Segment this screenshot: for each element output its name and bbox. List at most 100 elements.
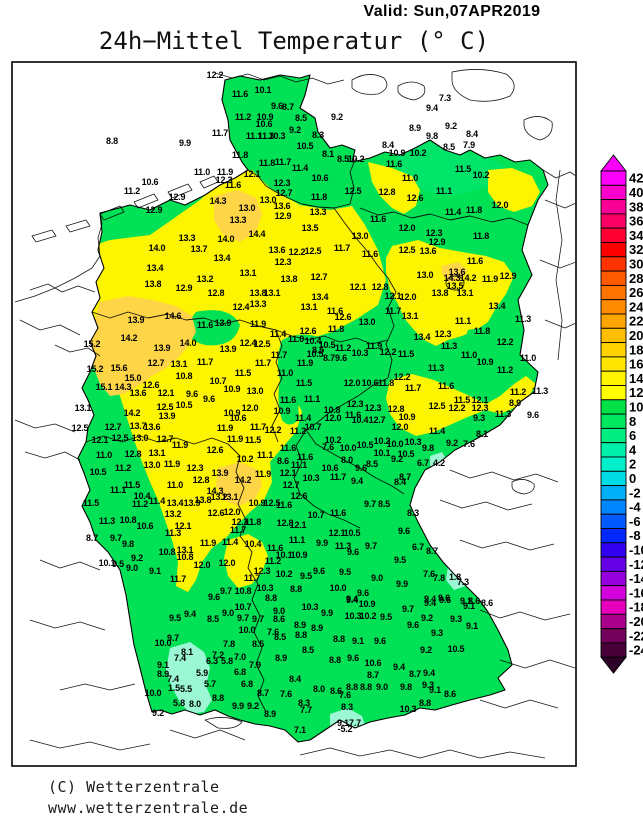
temp-label: 12.3 <box>365 403 382 413</box>
temp-label: 11.0 <box>288 334 304 344</box>
temp-label: 9.7 <box>220 586 232 596</box>
temp-label: 8.0 <box>313 684 325 694</box>
legend-swatch <box>600 413 627 429</box>
temp-label: 9.6 <box>398 526 410 536</box>
temp-label: 13.0 <box>352 231 369 241</box>
temp-label: 8.8 <box>419 698 431 708</box>
legend-value: 38 <box>629 199 643 214</box>
temp-label: 11.5 <box>398 349 414 359</box>
temp-label: 11.9 <box>164 459 180 469</box>
legend-value: -14 <box>629 571 643 586</box>
temp-label: 9.1 <box>352 636 364 646</box>
legend-swatch <box>600 485 627 501</box>
temp-label: 9.6 <box>357 588 369 598</box>
temp-label: 7.6 <box>463 439 475 449</box>
page-title: 24h−Mittel Temperatur (° C) <box>98 27 490 55</box>
legend-swatch <box>600 556 627 572</box>
temp-label: 7.6 <box>339 690 351 700</box>
temp-label: 11.5 <box>454 395 470 405</box>
temp-label: 9.8 <box>122 539 134 549</box>
temp-label: 12.6 <box>208 508 225 518</box>
temp-label: 10.2 <box>410 148 427 158</box>
temp-label: 11.8 <box>328 324 344 334</box>
temp-label: 7.8 <box>433 573 445 583</box>
temp-label: 13.1 <box>240 268 257 278</box>
temp-label: 10.9 <box>249 498 266 508</box>
temp-label: 9.4 <box>424 598 436 608</box>
temp-label: 8.6 <box>481 598 493 608</box>
legend-swatch <box>600 256 627 272</box>
temp-label: 11.7 <box>255 358 271 368</box>
temp-label: 9.6 <box>439 595 451 605</box>
temp-label: 13.7 <box>130 421 147 431</box>
legend-swatch <box>600 199 627 215</box>
legend-swatch <box>600 613 627 630</box>
temp-label: 9.2 <box>289 125 301 135</box>
temp-label: 11.2 <box>265 556 281 566</box>
temp-label: 12.8 <box>388 404 405 414</box>
temp-label: 11.9 <box>366 341 382 351</box>
temp-label: 13.3 <box>179 233 196 243</box>
temp-label: 14.2 <box>460 273 477 283</box>
temp-label: 11.4 <box>270 329 286 339</box>
temp-label: 13.2 <box>197 274 214 284</box>
temp-label: 13.0 <box>359 317 376 327</box>
temp-label: 12.5 <box>305 246 322 256</box>
temp-label: 12.3 <box>274 178 291 188</box>
temp-label: 11.3 <box>441 341 457 351</box>
temp-label: 7.4 <box>174 653 186 663</box>
temp-label: 10.2 <box>473 170 490 180</box>
temp-label: 13.0 <box>132 433 149 443</box>
temp-label: 12.9 <box>146 205 163 215</box>
temp-label: -5.2 <box>338 724 353 734</box>
legend-value: -24 <box>629 643 643 658</box>
temp-label: 9.3 <box>422 680 434 690</box>
temp-label: 1.5 <box>168 683 180 693</box>
temp-label: 9.6 <box>335 353 347 363</box>
temp-label: 11.5 <box>245 435 261 445</box>
temp-label: 12.1 <box>472 395 489 405</box>
temp-label: 7.6 <box>322 442 334 452</box>
temp-label: 15.2 <box>87 364 104 374</box>
temp-label: 11.9 <box>172 440 188 450</box>
temp-label: 12.3 <box>426 228 443 238</box>
temp-label: 13.1 <box>171 359 188 369</box>
temp-label: 7.6 <box>423 569 435 579</box>
temp-label: 10.9 <box>257 112 274 122</box>
temp-label: 8.5 <box>302 645 314 655</box>
temp-label: 7.6 <box>267 627 279 637</box>
legend-swatch <box>600 299 627 315</box>
temp-label: 13.0 <box>247 386 264 396</box>
temp-label: 10.8 <box>324 405 341 415</box>
temp-label: 8.5 <box>378 499 390 509</box>
temp-label: 13.1 <box>222 492 239 502</box>
temp-label: 13.1 <box>149 448 166 458</box>
temp-label: 11.1 <box>304 394 320 404</box>
temp-label: 9.0 <box>222 608 234 618</box>
temp-label: 14.3 <box>207 486 224 496</box>
temp-label: 9.1 <box>463 601 475 611</box>
temp-label: 12.4 <box>240 338 257 348</box>
temp-label: 12.1 <box>158 388 175 398</box>
legend-value: 16 <box>629 357 643 372</box>
temp-label: 11.7 <box>230 525 246 535</box>
temp-label: 9.6 <box>347 547 359 557</box>
temp-label: 13.8 <box>432 288 449 298</box>
temp-label: 10.9 <box>477 357 494 367</box>
temp-label: 12.5 <box>345 186 362 196</box>
temp-label: 11.6 <box>467 256 483 266</box>
temp-label: 8.6 <box>277 456 289 466</box>
temp-label: 10.5 <box>176 400 193 410</box>
temp-label: 9.1 <box>149 566 161 576</box>
temp-label: 8.5 <box>337 154 349 164</box>
temp-label: 10.5 <box>297 141 314 151</box>
legend-value: -4 <box>629 500 641 515</box>
temp-label: 11.4 <box>292 163 308 173</box>
temp-label: 11.3 <box>99 516 115 526</box>
temp-label: 11.2 <box>497 365 513 375</box>
temp-label: 12.0 <box>219 558 236 568</box>
temp-label: 12.7 <box>311 272 328 282</box>
temp-label: 12.0 <box>242 403 259 413</box>
temp-label: 10.2 <box>348 154 365 164</box>
temp-label: 6.3 <box>206 656 218 666</box>
